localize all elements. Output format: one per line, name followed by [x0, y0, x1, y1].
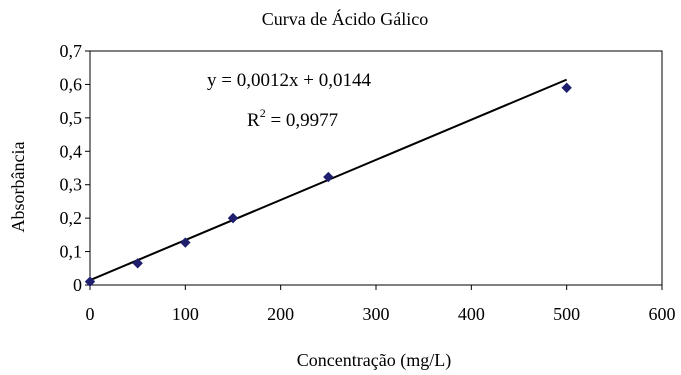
x-tick-label: 300	[363, 304, 390, 324]
y-tick-label: 0,7	[60, 41, 83, 61]
x-tick-label: 400	[458, 304, 485, 324]
y-tick-label: 0,2	[60, 208, 83, 228]
y-tick-label: 0,4	[60, 141, 83, 161]
r-squared-label: R2 = 0,9977	[247, 106, 338, 131]
data-point	[132, 258, 143, 269]
data-point	[323, 171, 334, 183]
r-squared-prefix: R	[247, 110, 260, 131]
data-point	[227, 212, 239, 224]
y-tick-label: 0,1	[60, 242, 83, 262]
data-point	[561, 82, 572, 93]
chart-title: Curva de Ácido Gálico	[262, 8, 428, 29]
data-point	[84, 276, 96, 287]
x-tick-label: 200	[267, 304, 294, 324]
x-axis-title: Concentração (mg/L)	[297, 350, 451, 371]
y-tick-label: 0,5	[60, 108, 83, 128]
r-squared-value: = 0,9977	[266, 110, 338, 131]
trendline-equation: y = 0,0012x + 0,0144	[207, 70, 371, 91]
r-squared-superscript: 2	[260, 106, 266, 120]
data-point	[180, 237, 191, 248]
x-tick-label: 600	[649, 304, 676, 324]
plot-frame	[89, 50, 663, 286]
x-tick-label: 0	[86, 304, 95, 324]
x-tick-label: 500	[553, 304, 580, 324]
y-axis-title: Absorbância	[8, 142, 28, 233]
x-tick-label: 100	[172, 304, 199, 324]
plot-area: 0 0,1 0,2 0,3 0,4 0,5 0,6 0,7 0 100 200 300 400 500 60…	[60, 41, 676, 324]
y-tick-label: 0,3	[60, 175, 83, 195]
y-tick-label: 0,6	[60, 74, 83, 94]
y-tick-label: 0	[73, 275, 82, 295]
